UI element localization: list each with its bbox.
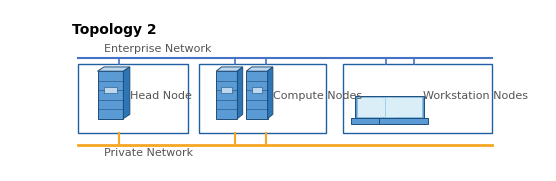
FancyBboxPatch shape (358, 97, 394, 117)
FancyBboxPatch shape (343, 64, 492, 133)
Polygon shape (246, 71, 267, 119)
Text: Topology 2: Topology 2 (72, 23, 156, 37)
FancyBboxPatch shape (379, 118, 428, 124)
Polygon shape (246, 67, 273, 71)
FancyBboxPatch shape (385, 97, 421, 117)
FancyBboxPatch shape (252, 87, 262, 92)
FancyBboxPatch shape (199, 64, 326, 133)
FancyBboxPatch shape (78, 64, 188, 133)
Polygon shape (97, 71, 123, 119)
FancyBboxPatch shape (355, 96, 396, 118)
FancyBboxPatch shape (104, 87, 117, 92)
Text: Private Network: Private Network (104, 148, 193, 158)
Text: Head Node: Head Node (130, 91, 192, 101)
Text: Workstation Nodes: Workstation Nodes (423, 91, 528, 101)
Polygon shape (237, 67, 242, 119)
FancyBboxPatch shape (351, 118, 400, 124)
Polygon shape (216, 67, 242, 71)
Polygon shape (216, 71, 237, 119)
Polygon shape (123, 67, 130, 119)
FancyBboxPatch shape (383, 96, 424, 118)
FancyBboxPatch shape (221, 87, 232, 92)
Text: Compute Nodes: Compute Nodes (273, 91, 362, 101)
Polygon shape (267, 67, 273, 119)
Text: Enterprise Network: Enterprise Network (104, 44, 211, 54)
Polygon shape (97, 67, 130, 71)
